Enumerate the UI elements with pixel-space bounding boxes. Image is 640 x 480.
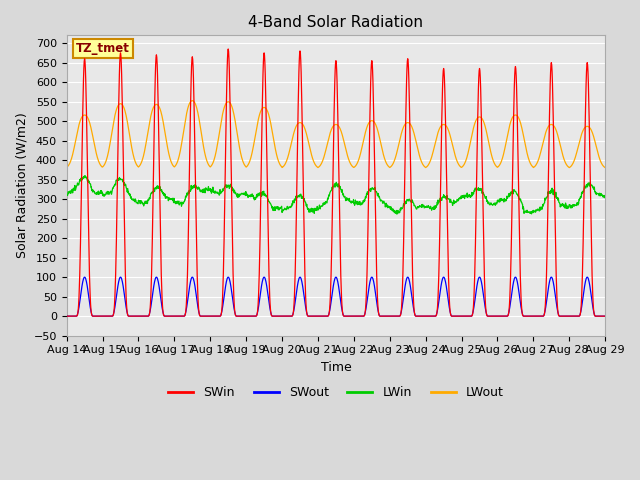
X-axis label: Time: Time <box>321 361 351 374</box>
Legend: SWin, SWout, LWin, LWout: SWin, SWout, LWin, LWout <box>163 382 508 405</box>
Text: TZ_tmet: TZ_tmet <box>76 42 130 55</box>
Title: 4-Band Solar Radiation: 4-Band Solar Radiation <box>248 15 424 30</box>
Y-axis label: Solar Radiation (W/m2): Solar Radiation (W/m2) <box>15 113 28 258</box>
